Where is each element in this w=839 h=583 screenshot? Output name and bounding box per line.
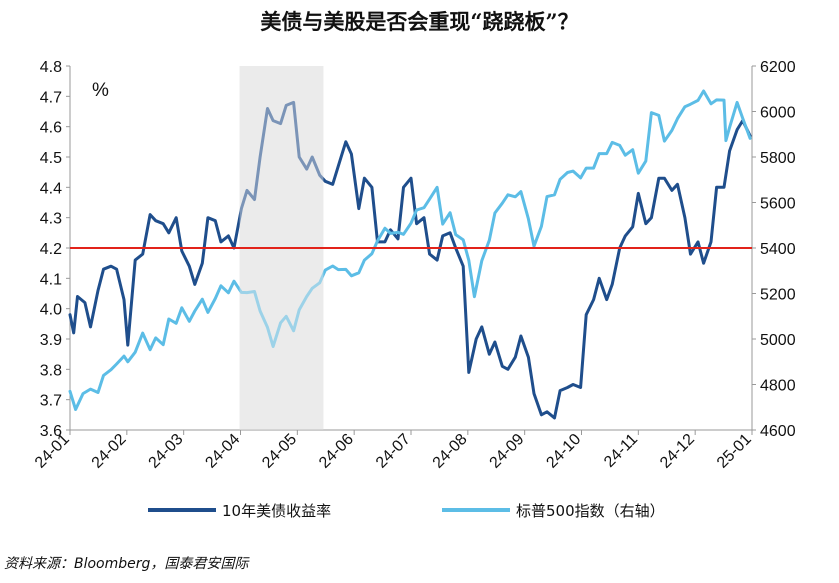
left-tick-label: 3.6	[40, 423, 62, 440]
left-tick-label: 4.7	[40, 89, 62, 106]
left-tick-label: 4.2	[40, 241, 62, 258]
right-tick-label: 5000	[760, 332, 796, 349]
left-tick-label: 3.8	[40, 362, 62, 379]
x-tick-label: 24-03	[146, 431, 187, 472]
source-note: 资料来源：Bloomberg，国泰君安国际	[4, 556, 249, 572]
x-tick-label: 24-02	[89, 431, 130, 472]
chart-title: 美债与美股是否会重现“跷跷板”？	[260, 9, 579, 34]
right-tick-label: 6000	[760, 105, 796, 122]
right-tick-label: 4600	[760, 423, 796, 440]
x-tick-label: 24-11	[601, 431, 641, 471]
unit-label: %	[92, 80, 109, 101]
series-line-sp500	[68, 89, 752, 411]
left-tick-label: 3.9	[40, 332, 62, 349]
x-tick-label: 24-10	[543, 431, 584, 472]
x-tick-label: 25-01	[714, 431, 755, 472]
left-tick-label: 4.1	[40, 271, 62, 288]
left-tick-label: 4.8	[40, 59, 62, 76]
right-tick-label: 5600	[760, 196, 796, 213]
x-tick-label: 24-12	[657, 431, 698, 472]
left-tick-label: 4.4	[40, 180, 62, 197]
x-tick-label: 24-09	[487, 431, 528, 472]
right-tick-label: 5400	[760, 241, 796, 258]
left-tick-label: 4.3	[40, 211, 62, 228]
left-tick-label: 3.7	[40, 393, 62, 410]
left-tick-label: 4.6	[40, 120, 62, 137]
right-tick-label: 5200	[760, 287, 796, 304]
right-tick-label: 6200	[760, 59, 796, 76]
left-tick-label: 4.0	[40, 302, 62, 319]
x-tick-label: 24-06	[316, 431, 357, 472]
right-tick-label: 4800	[760, 378, 796, 395]
legend-label-yield: 10年美债收益率	[222, 502, 331, 520]
legend-label-sp500: 标普500指数（右轴）	[516, 502, 665, 520]
series-line-yield	[68, 100, 752, 420]
left-tick-label: 4.5	[40, 150, 62, 167]
x-tick-label: 24-04	[202, 431, 243, 472]
x-tick-label: 24-05	[259, 431, 300, 472]
right-tick-label: 5800	[760, 150, 796, 167]
x-tick-label: 24-07	[373, 431, 414, 472]
x-tick-label: 24-08	[430, 431, 471, 472]
